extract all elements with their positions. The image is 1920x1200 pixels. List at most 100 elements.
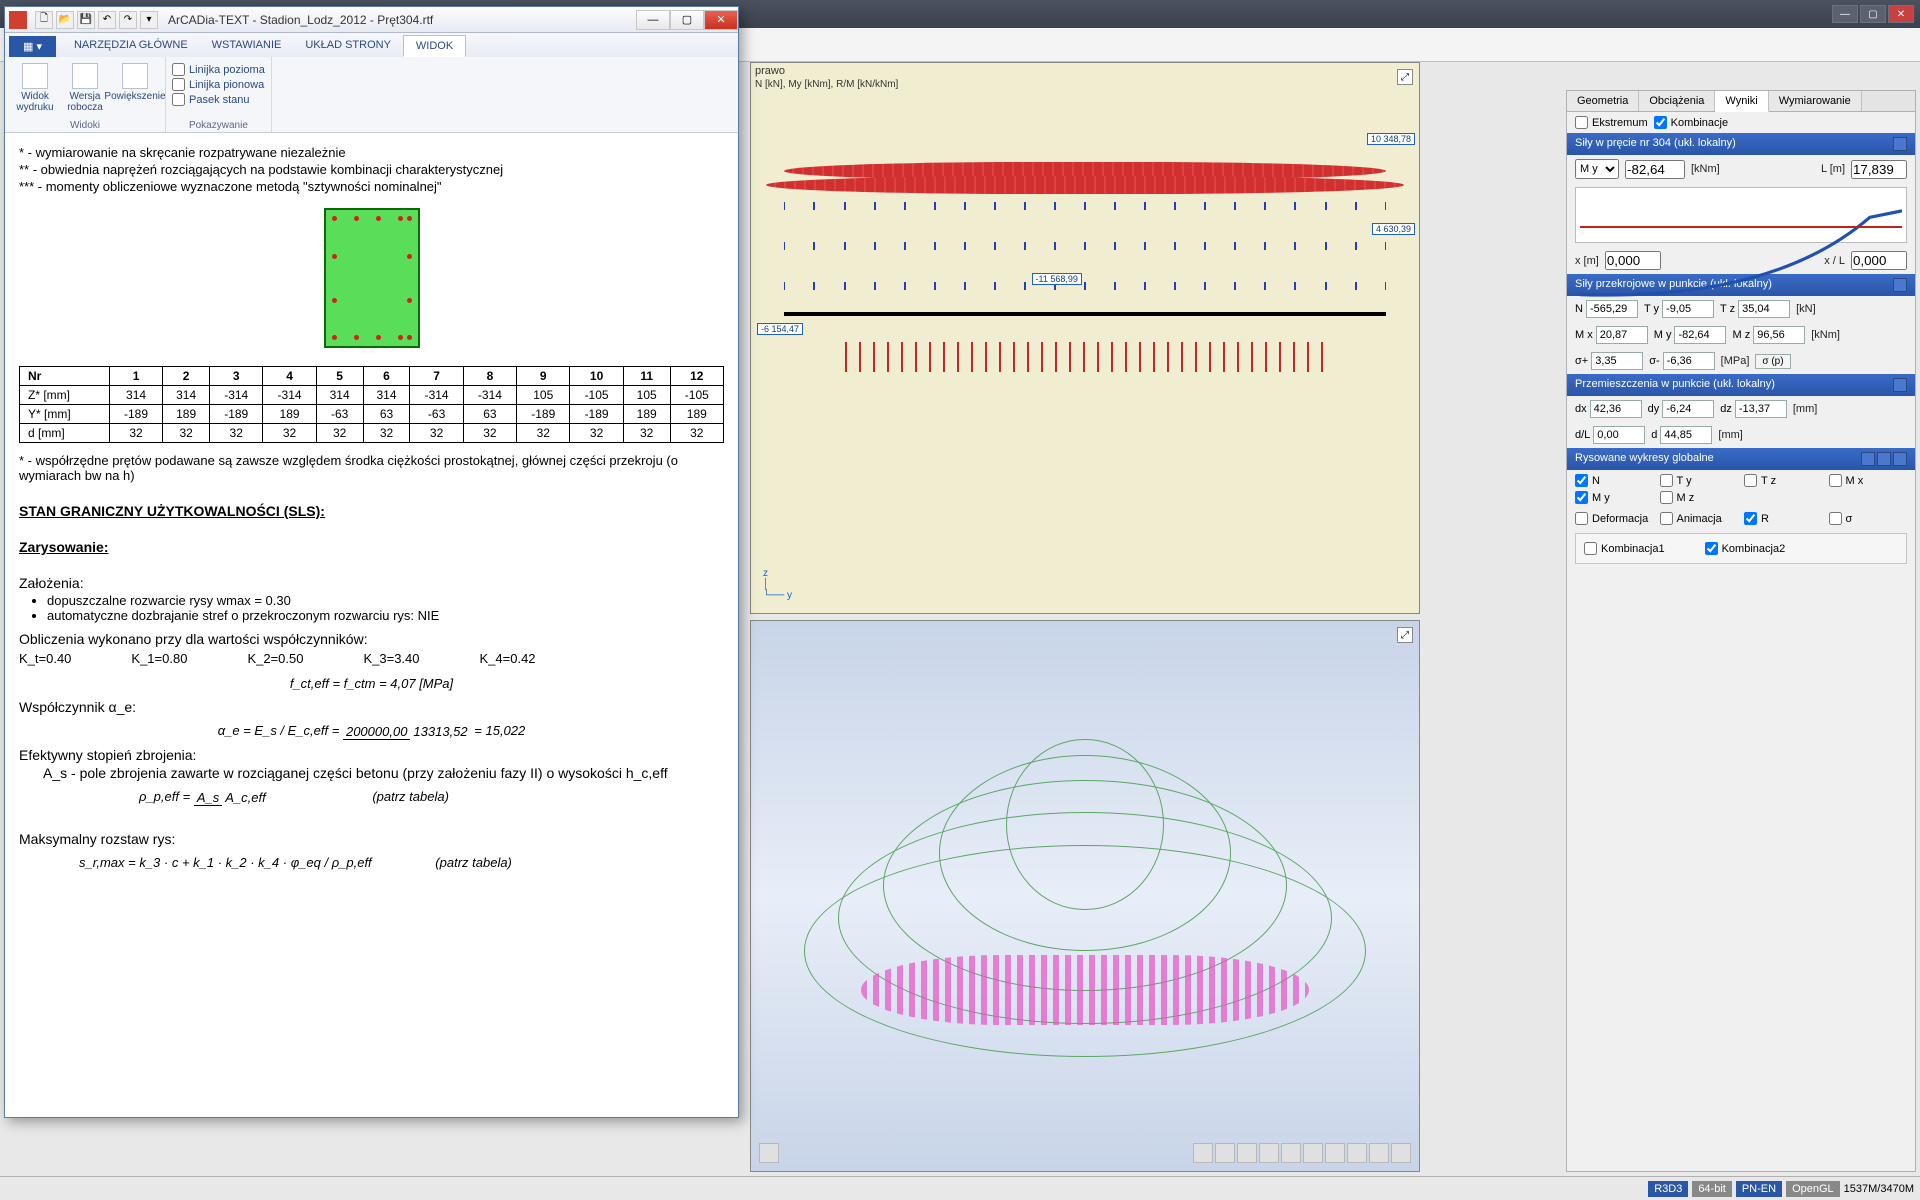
value-tag: 10 348,78 (1367, 133, 1415, 145)
viewport-bottom-tools-left (759, 1143, 779, 1163)
disp-input[interactable] (1590, 400, 1642, 418)
header-icon[interactable] (1861, 452, 1875, 466)
viewport-bottom-tools-right (1193, 1143, 1411, 1163)
bg-minimize-button[interactable]: — (1832, 5, 1858, 23)
arc-app-icon (9, 11, 27, 29)
wersja-robocza-button[interactable]: Wersja robocza (61, 59, 109, 118)
arcadia-text-window: 🗋 📂 💾 ↶ ↷ ▾ ArCADia-TEXT - Stadion_Lodz_… (4, 6, 739, 1118)
ekstremum-checkbox[interactable]: Ekstremum (1575, 116, 1648, 129)
bg-close-button[interactable]: ✕ (1888, 5, 1914, 23)
section-dropdown-icon[interactable] (1893, 137, 1907, 151)
qat-new-icon[interactable]: 🗋 (35, 11, 53, 29)
sigma-p-button[interactable]: σ (p) (1755, 354, 1790, 369)
value-tag: 4 630,39 (1372, 223, 1415, 235)
bg-maximize-button[interactable]: ▢ (1860, 5, 1886, 23)
qat-save-icon[interactable]: 💾 (77, 11, 95, 29)
qat-undo-icon[interactable]: ↶ (98, 11, 116, 29)
diagram-check-My[interactable]: M y (1575, 491, 1654, 504)
wspolczynnik-label: Współczynnik α_e: (19, 699, 724, 715)
vp-tool-icon[interactable] (1193, 1143, 1213, 1163)
arc-close-button[interactable]: ✕ (704, 10, 738, 30)
header-icon[interactable] (1877, 452, 1891, 466)
arc-minimize-button[interactable]: — (636, 10, 670, 30)
vp-tool-icon[interactable] (1259, 1143, 1279, 1163)
vp-tool-icon[interactable] (1281, 1143, 1301, 1163)
disp-input[interactable] (1735, 400, 1787, 418)
moment-diagram-chart (1575, 187, 1907, 243)
diagram-check-Tz[interactable]: T z (1744, 474, 1823, 487)
pasek-stanu-checkbox[interactable]: Pasek stanu (172, 93, 265, 106)
diagram-check-Mx[interactable]: M x (1829, 474, 1908, 487)
ribbon-tab-układ-strony[interactable]: UKŁAD STRONY (293, 35, 403, 57)
diagram-check-N[interactable]: N (1575, 474, 1654, 487)
vp-tool-icon[interactable] (1215, 1143, 1235, 1163)
force-input[interactable] (1596, 326, 1648, 344)
arc-titlebar[interactable]: 🗋 📂 💾 ↶ ↷ ▾ ArCADia-TEXT - Stadion_Lodz_… (5, 7, 738, 33)
force-input[interactable] (1674, 326, 1726, 344)
ribbon-group-widoki: Widok wydruku Wersja robocza Powiększeni… (5, 57, 166, 132)
axes-gizmo: z│└── y (763, 568, 792, 601)
option-check-r[interactable]: R (1744, 512, 1823, 525)
arc-ribbon: Widok wydruku Wersja robocza Powiększeni… (5, 57, 738, 133)
moment-type-select[interactable]: M y (1575, 159, 1619, 179)
option-check-σ[interactable]: σ (1829, 512, 1908, 525)
assumption-item: dopuszczalne rozwarcie rysy wmax = 0.30 (47, 593, 724, 608)
qat-open-icon[interactable]: 📂 (56, 11, 74, 29)
force-input[interactable] (1663, 352, 1715, 370)
linijka-pozioma-checkbox[interactable]: Linijka pozioma (172, 63, 265, 76)
ribbon-tab-wstawianie[interactable]: WSTAWIANIE (200, 35, 294, 57)
file-tab[interactable]: ▦ ▾ (9, 36, 56, 57)
ribbon-tab-narzędzia-główne[interactable]: NARZĘDZIA GŁÓWNE (62, 35, 200, 57)
viewport-top-expand-icon[interactable]: ⤢ (1397, 69, 1413, 85)
powiekszenie-button[interactable]: Powiększenie (111, 59, 159, 118)
kombinacja-check[interactable]: Kombinacja2 (1705, 542, 1786, 555)
vp-tool-icon[interactable] (1325, 1143, 1345, 1163)
linijka-pionowa-checkbox[interactable]: Linijka pionowa (172, 78, 265, 91)
side-tab-obciążenia[interactable]: Obciążenia (1639, 91, 1715, 111)
viewport-bottom-expand-icon[interactable]: ⤢ (1397, 627, 1413, 643)
length-input[interactable] (1851, 160, 1907, 179)
disp-input[interactable] (1660, 426, 1712, 444)
force-input[interactable] (1753, 326, 1805, 344)
section-dropdown-icon[interactable] (1893, 378, 1907, 392)
side-tab-geometria[interactable]: Geometria (1567, 91, 1639, 111)
status-pill: 64-bit (1692, 1181, 1732, 1197)
kombinacje-checkbox[interactable]: Kombinacje (1654, 116, 1728, 129)
stadium-dome-diagram (804, 731, 1365, 1138)
vp-tool-icon[interactable] (1237, 1143, 1257, 1163)
vp-tool-icon[interactable] (1303, 1143, 1323, 1163)
ribbon-tab-widok[interactable]: WIDOK (403, 35, 466, 57)
option-check-deformacja[interactable]: Deformacja (1575, 512, 1654, 525)
stadium-truss-diagram (784, 162, 1385, 514)
ribbon-group-pokazywanie: Linijka pozioma Linijka pionowa Pasek st… (166, 57, 272, 132)
vp-tool-icon[interactable] (1391, 1143, 1411, 1163)
side-tab-wyniki[interactable]: Wyniki (1715, 91, 1768, 112)
vp-tool-icon[interactable] (1369, 1143, 1389, 1163)
kombinacja-check[interactable]: Kombinacja1 (1584, 542, 1665, 555)
section-displacements-header: Przemieszczenia w punkcie (ukł. lokalny) (1567, 374, 1915, 396)
viewport-top[interactable]: prawo N [kN], My [kNm], R/M [kN/kNm] ⤢ 1… (750, 62, 1420, 614)
obliczenia-label: Obliczenia wykonano przy dla wartości ws… (19, 631, 724, 647)
vp-tool-icon[interactable] (759, 1143, 779, 1163)
arc-maximize-button[interactable]: ▢ (670, 10, 704, 30)
diagram-check-Mz[interactable]: M z (1660, 491, 1739, 504)
qat-dropdown-icon[interactable]: ▾ (140, 11, 158, 29)
moment-value-input[interactable] (1625, 160, 1685, 179)
viewport-bottom[interactable]: ⤢ (750, 620, 1420, 1172)
arc-document[interactable]: * - wymiarowanie na skręcanie rozpatrywa… (5, 133, 738, 1117)
section-global-diagrams-header: Rysowane wykresy globalne (1567, 448, 1915, 470)
widok-wydruku-button[interactable]: Widok wydruku (11, 59, 59, 118)
effective-ratio-heading: Efektywny stopień zbrojenia: (19, 747, 724, 763)
viewports: prawo N [kN], My [kNm], R/M [kN/kNm] ⤢ 1… (750, 62, 1420, 1172)
rebar-table: Nr123456789101112Z* [mm]314314-314-31431… (19, 366, 724, 443)
disp-input[interactable] (1593, 426, 1645, 444)
qat-redo-icon[interactable]: ↷ (119, 11, 137, 29)
force-input[interactable] (1591, 352, 1643, 370)
side-tab-wymiarowanie[interactable]: Wymiarowanie (1769, 91, 1862, 111)
diagram-check-Ty[interactable]: T y (1660, 474, 1739, 487)
vp-tool-icon[interactable] (1347, 1143, 1367, 1163)
header-icon[interactable] (1893, 452, 1907, 466)
option-check-animacja[interactable]: Animacja (1660, 512, 1739, 525)
disp-input[interactable] (1662, 400, 1714, 418)
side-tabs: GeometriaObciążeniaWynikiWymiarowanie (1567, 91, 1915, 112)
